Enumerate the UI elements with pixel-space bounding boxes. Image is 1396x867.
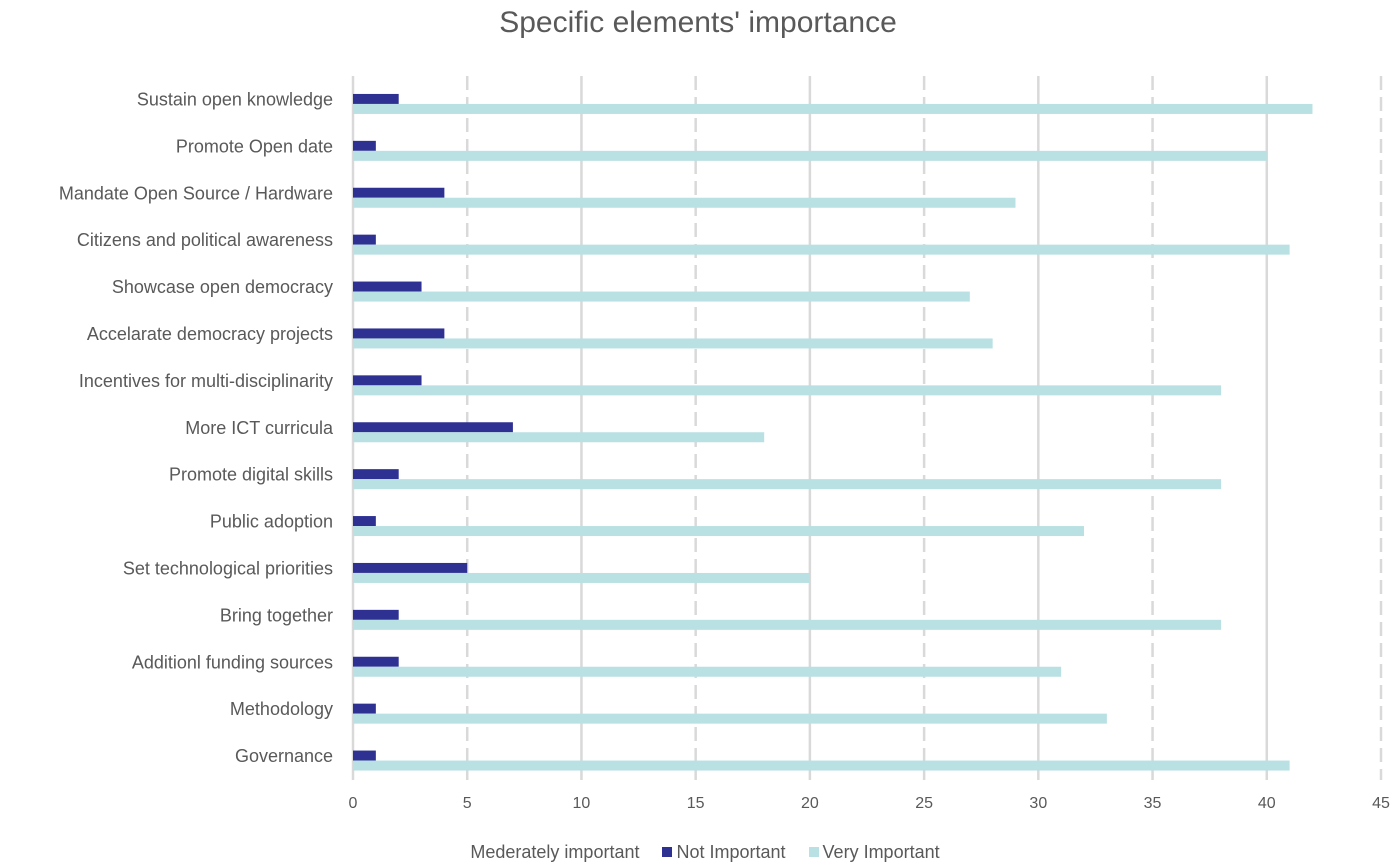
bar-not-important bbox=[353, 140, 376, 151]
legend: Mederately important Not Important Very … bbox=[0, 842, 1396, 863]
category-label: Governance bbox=[235, 746, 333, 766]
legend-label: Not Important bbox=[676, 842, 786, 862]
bar-very-important bbox=[353, 572, 810, 583]
category-labels: Sustain open knowledge Promote Open date M… bbox=[59, 89, 334, 766]
legend-label: Very Important bbox=[822, 842, 940, 862]
x-tick-label: 30 bbox=[1029, 795, 1047, 812]
bar-very-important bbox=[353, 385, 1222, 396]
category-label: Promote digital skills bbox=[169, 465, 333, 485]
category-label: Incentives for multi-disciplinarity bbox=[79, 371, 333, 391]
legend-item-moderately-important: Mederately important bbox=[456, 842, 639, 863]
category-label: Additionl funding sources bbox=[132, 652, 333, 672]
bar-not-important bbox=[353, 516, 376, 527]
bar-not-important bbox=[353, 375, 422, 386]
legend-swatch bbox=[808, 847, 819, 857]
bar-not-important bbox=[353, 93, 399, 104]
bar-very-important bbox=[353, 103, 1313, 114]
legend-label: Mederately important bbox=[470, 842, 640, 862]
bar-very-important bbox=[353, 526, 1085, 537]
bar-not-important bbox=[353, 703, 376, 714]
x-tick-label: 0 bbox=[349, 795, 358, 812]
category-label: Sustain open knowledge bbox=[137, 89, 333, 109]
bar-very-important bbox=[353, 150, 1267, 161]
x-tick-label: 15 bbox=[687, 795, 705, 812]
x-tick-label: 10 bbox=[573, 795, 591, 812]
x-tick-label: 45 bbox=[1372, 795, 1390, 812]
bar-very-important bbox=[353, 713, 1107, 724]
bar-very-important bbox=[353, 197, 1016, 208]
x-tick-label: 35 bbox=[1144, 795, 1162, 812]
category-label: Promote Open date bbox=[176, 136, 333, 156]
bar-not-important bbox=[353, 562, 468, 573]
category-label: Bring together bbox=[220, 605, 333, 625]
bar-not-important bbox=[353, 656, 399, 667]
category-label: Mandate Open Source / Hardware bbox=[59, 183, 333, 203]
bar-very-important bbox=[353, 666, 1062, 677]
bar-very-important bbox=[353, 479, 1222, 490]
legend-item-very-important: Very Important bbox=[808, 842, 940, 863]
category-label: Accelarate democracy projects bbox=[87, 324, 333, 344]
category-label: Citizens and political awareness bbox=[77, 230, 333, 250]
bars bbox=[353, 93, 1313, 771]
category-label: Methodology bbox=[230, 699, 333, 719]
bar-very-important bbox=[353, 760, 1290, 771]
x-tick-label: 20 bbox=[801, 795, 819, 812]
bar-not-important bbox=[353, 609, 399, 620]
bar-not-important bbox=[353, 187, 445, 198]
bar-not-important bbox=[353, 234, 376, 245]
legend-item-not-important: Not Important bbox=[662, 842, 786, 863]
bar-not-important bbox=[353, 750, 376, 761]
bar-very-important bbox=[353, 244, 1290, 255]
bar-very-important bbox=[353, 619, 1222, 630]
category-label: Public adoption bbox=[210, 512, 333, 532]
category-label: Set technological priorities bbox=[123, 558, 333, 578]
category-label: More ICT curricula bbox=[185, 418, 334, 438]
bar-not-important bbox=[353, 281, 422, 292]
legend-swatch bbox=[662, 847, 673, 857]
bar-very-important bbox=[353, 291, 970, 302]
category-label: Showcase open democracy bbox=[112, 277, 333, 297]
legend-swatch bbox=[456, 847, 467, 857]
x-tick-label: 5 bbox=[463, 795, 472, 812]
bar-very-important bbox=[353, 432, 765, 443]
bar-not-important bbox=[353, 328, 445, 339]
bar-not-important bbox=[353, 469, 399, 480]
bar-not-important bbox=[353, 422, 513, 433]
x-axis-tick-labels: 0 5 10 15 20 25 30 35 40 45 bbox=[349, 795, 1390, 812]
bar-very-important bbox=[353, 338, 993, 349]
x-tick-label: 40 bbox=[1258, 795, 1276, 812]
chart-title: Specific elements' importance bbox=[499, 6, 897, 39]
x-tick-label: 25 bbox=[915, 795, 933, 812]
